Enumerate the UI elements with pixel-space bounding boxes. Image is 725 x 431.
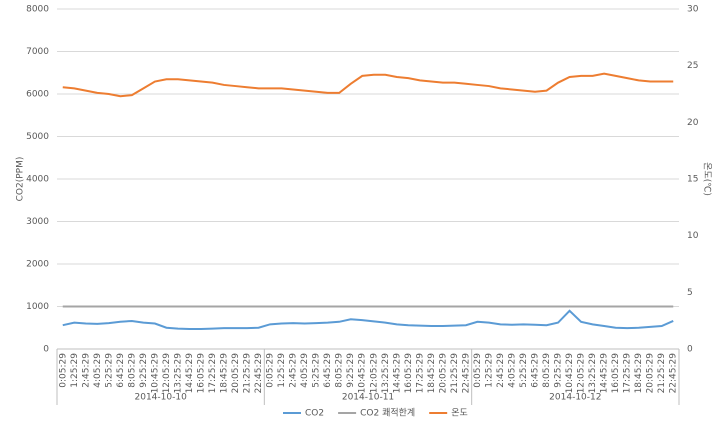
x-tick-label: 18:45:29 xyxy=(427,353,437,394)
y2-tick-label: 30 xyxy=(687,5,699,15)
x-tick-label: 1:25:29 xyxy=(70,353,80,388)
y-tick-label: 6000 xyxy=(26,90,49,100)
x-tick-label: 0:05:29 xyxy=(58,353,68,388)
x-tick-label: 18:45:29 xyxy=(220,353,230,394)
x-tick-label: 6:45:29 xyxy=(323,353,333,388)
y2-tick-label: 0 xyxy=(687,345,693,355)
x-tick-label: 10:45:29 xyxy=(565,353,575,394)
x-tick-label: 4:05:29 xyxy=(300,353,310,388)
y-tick-label: 4000 xyxy=(26,175,49,185)
x-tick-label: 22:45:29 xyxy=(254,353,264,394)
x-tick-label: 6:45:29 xyxy=(531,353,541,388)
y2-axis-label: 온도(℃) xyxy=(702,162,713,196)
legend-label: 온도 xyxy=(451,408,468,419)
x-tick-label: 9:25:29 xyxy=(554,353,564,388)
y2-tick-label: 20 xyxy=(687,118,699,128)
y-tick-label: 2000 xyxy=(26,260,49,270)
x-tick-label: 12:05:29 xyxy=(369,353,379,394)
y-tick-label: 8000 xyxy=(26,5,49,15)
x-tick-label: 13:25:29 xyxy=(588,353,598,394)
x-tick-label: 13:25:29 xyxy=(381,353,391,394)
x-tick-label: 8:05:29 xyxy=(335,353,345,388)
series-line xyxy=(62,72,674,98)
x-tick-label: 8:05:29 xyxy=(127,353,137,388)
x-tick-label: 10:45:29 xyxy=(150,353,160,394)
group-label: 2014-10-10 xyxy=(135,393,188,403)
x-tick-label: 10:45:29 xyxy=(358,353,368,394)
x-tick-label: 2:45:29 xyxy=(289,353,299,388)
y-tick-label: 5000 xyxy=(26,132,49,142)
group-label: 2014-10-12 xyxy=(549,393,601,403)
x-tick-label: 22:45:29 xyxy=(669,353,679,394)
x-tick-label: 8:05:29 xyxy=(542,353,552,388)
x-tick-label: 13:25:29 xyxy=(173,353,183,394)
x-tick-label: 16:05:29 xyxy=(404,353,414,394)
x-tick-label: 20:05:29 xyxy=(438,353,448,394)
x-tick-label: 4:05:29 xyxy=(93,353,103,388)
y-axis-label: CO2(PPM) xyxy=(16,157,26,202)
x-tick-label: 21:25:29 xyxy=(243,353,253,394)
x-tick-label: 5:25:29 xyxy=(312,353,322,388)
x-tick-label: 2:45:29 xyxy=(81,353,91,388)
x-tick-label: 0:05:29 xyxy=(473,353,483,388)
x-tick-label: 1:25:29 xyxy=(484,353,494,388)
x-tick-label: 9:25:29 xyxy=(346,353,356,388)
x-tick-label: 12:05:29 xyxy=(162,353,172,394)
y-tick-label: 0 xyxy=(43,345,49,355)
group-label: 2014-10-11 xyxy=(342,393,394,403)
x-tick-label: 16:05:29 xyxy=(196,353,206,394)
x-tick-label: 21:25:29 xyxy=(450,353,460,394)
x-tick-label: 4:05:29 xyxy=(507,353,517,388)
x-tick-label: 0:05:29 xyxy=(266,353,276,388)
y-tick-label: 7000 xyxy=(26,47,49,57)
x-tick-label: 5:25:29 xyxy=(104,353,114,388)
x-tick-label: 18:45:29 xyxy=(634,353,644,394)
x-tick-label: 17:25:29 xyxy=(208,353,218,394)
x-tick-label: 5:25:29 xyxy=(519,353,529,388)
x-tick-label: 2:45:29 xyxy=(496,353,506,388)
x-tick-label: 21:25:29 xyxy=(657,353,667,394)
x-tick-label: 9:25:29 xyxy=(139,353,149,388)
legend-label: CO2 쾌적한계 xyxy=(360,407,415,419)
x-tick-label: 22:45:29 xyxy=(461,353,471,394)
legend-label: CO2 xyxy=(305,409,324,419)
x-tick-label: 14:45:29 xyxy=(185,353,195,394)
y2-tick-label: 5 xyxy=(687,288,693,298)
x-tick-label: 14:45:29 xyxy=(392,353,402,394)
y2-tick-label: 15 xyxy=(687,175,698,185)
x-tick-label: 1:25:29 xyxy=(277,353,287,388)
x-tick-label: 17:25:29 xyxy=(623,353,633,394)
x-tick-label: 20:05:29 xyxy=(646,353,656,394)
x-tick-label: 6:45:29 xyxy=(116,353,126,388)
x-tick-label: 12:05:29 xyxy=(577,353,587,394)
x-tick-label: 16:05:29 xyxy=(611,353,621,394)
x-tick-label: 20:05:29 xyxy=(231,353,241,394)
x-tick-label: 17:25:29 xyxy=(415,353,425,394)
x-tick-label: 14:45:29 xyxy=(600,353,610,394)
y2-tick-label: 10 xyxy=(687,231,699,241)
series-line xyxy=(62,309,674,331)
y2-tick-label: 25 xyxy=(687,61,698,71)
y-tick-label: 3000 xyxy=(26,217,49,227)
y-tick-label: 1000 xyxy=(26,302,49,312)
